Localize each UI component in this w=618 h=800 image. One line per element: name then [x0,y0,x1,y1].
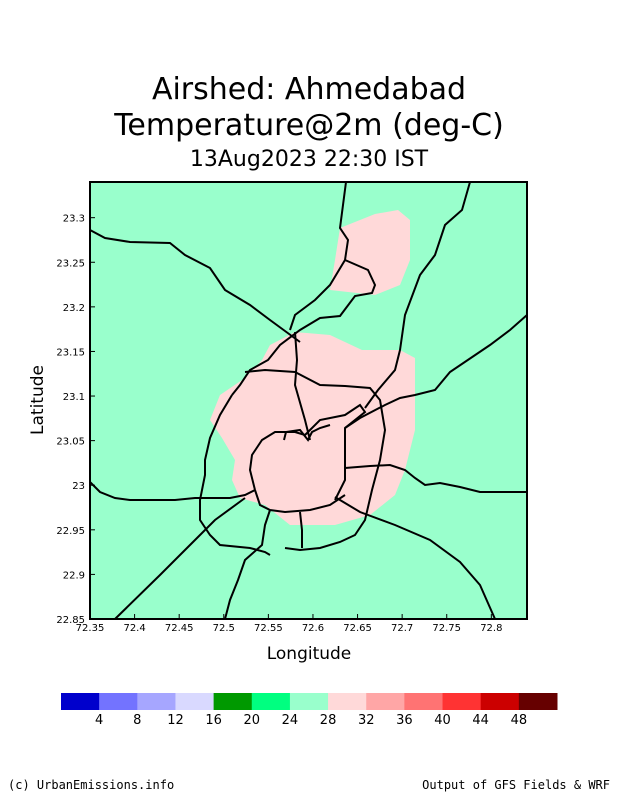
colorbar-swatch [99,693,138,710]
colorbar-swatch [328,693,367,710]
x-tick-label: 72.8 [480,623,502,634]
colorbar-swatch [61,693,100,710]
y-tick-label: 22.95 [56,526,85,537]
plot-frame [89,181,528,620]
colorbar-label: 8 [133,713,141,728]
colorbar-swatch [251,693,291,710]
y-tick-label: 23 [72,481,85,492]
roads [89,181,528,620]
y-tick-label: 23.1 [63,392,85,403]
x-tick-label: 72.75 [432,623,461,634]
x-tick-label: 72.45 [165,623,194,634]
y-tick-label: 23.15 [56,347,85,358]
colorbar-label: 48 [511,713,528,728]
colorbar-label: 32 [358,713,375,728]
x-tick-label: 72.6 [302,623,324,634]
colorbar-swatch [366,693,405,710]
colorbar-label: 12 [167,713,184,728]
colorbar-label: 20 [243,713,260,728]
colorbar-swatch [442,693,482,710]
colorbar-swatch [480,693,520,710]
colorbar-swatch [213,693,253,710]
title-line1: Airshed: Ahmedabad [151,72,467,107]
y-axis-label: Latitude [28,365,48,435]
x-tick-label: 72.35 [76,623,105,634]
x-tick-label: 72.5 [213,623,235,634]
colorbar-swatch [175,693,215,710]
y-tick-label: 22.9 [63,570,85,581]
y-tick-label: 23.05 [56,437,85,448]
colorbar-label: 24 [282,713,299,728]
footer-credit: (c) UrbanEmissions.info [8,778,175,792]
colorbar-label: 44 [472,713,489,728]
colorbar-label: 40 [434,713,451,728]
colorbar-label: 16 [205,713,222,728]
y-tick-label: 23.25 [56,258,85,269]
x-axis-label-text: Longitude [266,644,352,664]
colorbar-swatch [518,693,558,710]
colorbar-label: 28 [320,713,337,728]
colorbar-swatch [404,693,444,710]
colorbar-label: 36 [396,713,413,728]
x-tick-label: 72.65 [343,623,372,634]
title-line3: 13Aug2023 22:30 IST [189,147,429,172]
x-tick-label: 72.4 [123,623,145,634]
colorbar-swatch [289,693,329,710]
y-tick-label: 23.2 [63,303,85,314]
x-axis-label: Longitude [0,644,618,664]
x-tick-label: 72.7 [391,623,413,634]
x-tick-label: 72.55 [254,623,283,634]
colorbar-swatch [137,693,176,710]
title-line2: Temperature@2m (deg-C) [114,108,504,143]
y-tick-label: 23.3 [63,214,85,225]
y-tick-label: 22.85 [56,615,85,626]
footer-source: Output of GFS Fields & WRF [422,778,610,792]
colorbar-label: 4 [95,713,103,728]
